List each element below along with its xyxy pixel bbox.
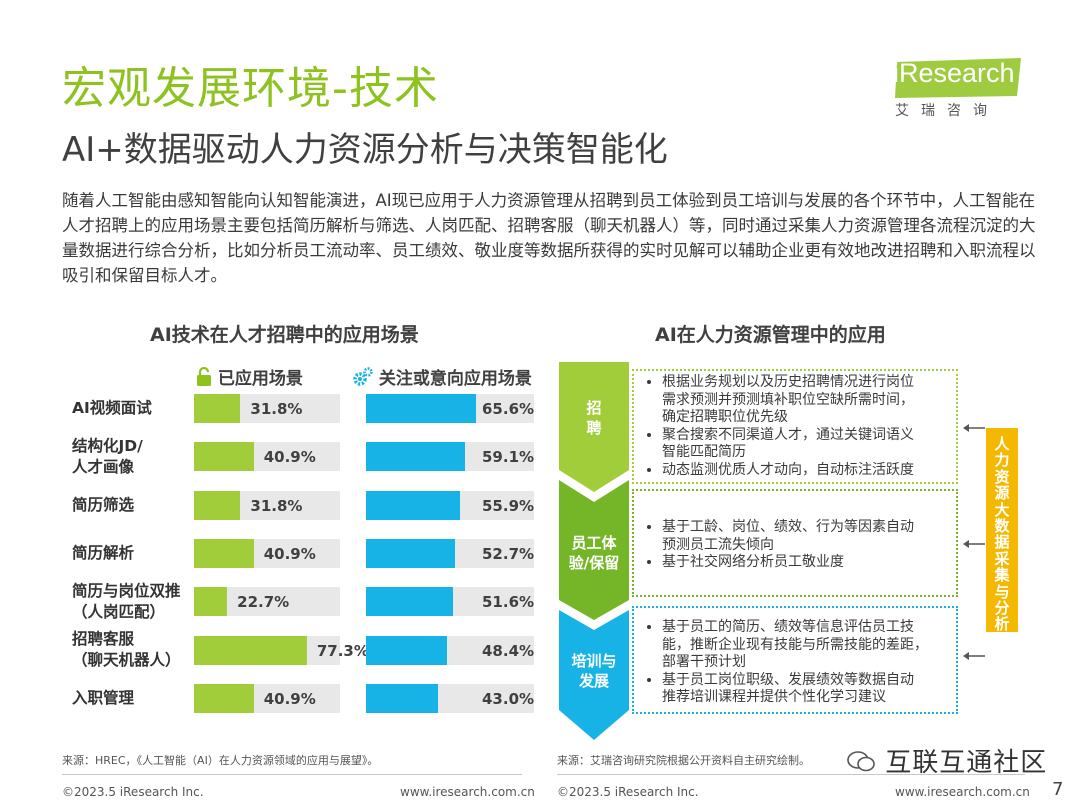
legend-interest-label: 关注或意向应用场景 [378, 369, 532, 389]
footer-copyright-left: ©2023.5 iResearch Inc. [62, 785, 204, 799]
category-label: 招聘客服 （聊天机器人） [72, 630, 181, 669]
list-item: 动态监测优质人才动向，自动标注活跃度 [662, 462, 948, 480]
bar-applied [194, 683, 254, 713]
category-label: 简历筛选 [72, 495, 135, 514]
bar-applied [194, 538, 254, 568]
bar-value-label: 40.9% [263, 689, 316, 708]
bar-applied [194, 490, 241, 520]
stage-arrow-experience [559, 480, 629, 620]
category-label: 结构化JD/人才画像 [72, 436, 143, 476]
stage-box-recruit: 根据业务规划以及历史招聘情况进行岗位需求预测并预测填补职位空缺所需时间，确定招聘… [632, 369, 958, 484]
bar-interest [366, 587, 453, 617]
page-subtitle: AI+数据驱动人力资源分析与决策智能化 [62, 130, 668, 170]
stage-arrow-recruit [559, 362, 629, 492]
bar-value-label: 43.0% [482, 689, 535, 708]
category-label: 入职管理 [72, 688, 135, 707]
logo-background-icon [895, 58, 1021, 98]
side-bar-big-data [986, 428, 1018, 632]
bar-value-label: 40.9% [263, 544, 316, 563]
bar-value-label: 55.9% [482, 496, 535, 515]
stage-label-recruit: 招 聘 [586, 399, 602, 437]
category-label: AI视频面试 [72, 399, 152, 417]
stage-label-training: 培训与 发展 [571, 652, 617, 690]
bar-applied [194, 442, 254, 472]
chat-bubble-icon [847, 751, 875, 772]
list-item: 根据业务规划以及历史招聘情况进行岗位需求预测并预测填补职位空缺所需时间，确定招聘… [662, 374, 948, 427]
bar-value-label: 52.7% [482, 544, 535, 563]
side-label-char: 集 [994, 566, 1010, 585]
page-number: 7 [1052, 779, 1064, 800]
bar-value-label: 77.3% [316, 641, 369, 660]
side-label-char: 人 [994, 435, 1010, 453]
bar-value-label: 51.6% [482, 593, 535, 612]
side-label-char: 资 [994, 467, 1010, 486]
stage-arrow-training [559, 610, 629, 740]
intro-paragraph: 随着人工智能由感知智能向认知智能演进，AI现已应用于人力资源管理从招聘到员工体验… [62, 191, 1036, 285]
list-item: 基于员工的简历、绩效等信息评估员工技能，推断企业现有技能与所需技能的差距，部署干… [662, 619, 948, 672]
side-label-char: 大 [994, 500, 1010, 519]
category-label: 简历与岗位双推 （人岗匹配） [72, 581, 181, 621]
legend-applied-label: 已应用场景 [217, 369, 303, 389]
footer-copyright-right: ©2023.5 iResearch Inc. [557, 785, 699, 799]
side-label-char: 采 [994, 549, 1010, 568]
side-label-char: 源 [994, 484, 1010, 503]
watermark-text: 互联互通社区 [885, 748, 1048, 778]
side-label-char: 据 [994, 533, 1010, 552]
watermark: 互联互通社区 [846, 742, 1047, 779]
bar-value-label: 31.8% [250, 400, 303, 418]
bar-value-label: 22.7% [237, 593, 290, 612]
footer-url-right: www.iresearch.com.cn [895, 785, 1030, 799]
footer-divider-left [62, 774, 522, 775]
right-panel-title: AI在人力资源管理中的应用 [655, 324, 886, 346]
source-left: 来源：HREC，《人工智能（AI）在人力资源领域的应用与展望》。 [62, 754, 379, 767]
gears-icon [353, 367, 373, 386]
bar-applied [194, 587, 228, 617]
left-chart-title: AI技术在人才招聘中的应用场景 [150, 324, 419, 346]
side-label-char: 分 [994, 599, 1010, 618]
side-bar-label: 人力资源大数据采集与分析 [986, 436, 1018, 633]
bar-applied [194, 394, 241, 423]
list-item: 基于社交网络分析员工敬业度 [662, 554, 948, 572]
bar-interest [366, 490, 460, 520]
source-right: 来源：艾瑞咨询研究院根据公开资料自主研究绘制。 [557, 754, 810, 767]
connector-arrows [963, 424, 985, 660]
bar-value-label: 65.6% [482, 400, 535, 418]
stage-label-experience: 员工体 验/保留 [568, 534, 620, 572]
side-label-char: 与 [994, 582, 1010, 601]
logo-text: iResearch [893, 58, 1015, 88]
bar-interest [366, 635, 448, 665]
bar-value-label: 48.4% [482, 641, 535, 660]
footer-divider-right [557, 774, 1025, 775]
bar-applied [194, 635, 307, 665]
side-label-char: 力 [994, 451, 1010, 470]
bar-value-label: 31.8% [250, 496, 303, 515]
footer-url-left: www.iresearch.com.cn [400, 785, 535, 799]
bar-interest [366, 538, 455, 568]
iresearch-logo: iResearch 艾瑞咨询 [893, 56, 1023, 126]
side-label-char: 数 [994, 517, 1010, 536]
bar-interest [366, 442, 466, 472]
page-title: 宏观发展环境-技术 [62, 63, 439, 114]
bar-interest [366, 394, 477, 423]
lock-open-icon [197, 366, 211, 386]
logo-subtext: 艾瑞咨询 [895, 103, 999, 119]
stage-arrows [559, 362, 629, 740]
legend-applied: 已应用场景 [196, 364, 303, 389]
bar-interest [366, 683, 439, 713]
bar-value-label: 40.9% [263, 448, 316, 467]
stage-box-training: 基于员工的简历、绩效等信息评估员工技能，推断企业现有技能与所需技能的差距，部署干… [632, 606, 958, 714]
bar-value-label: 59.1% [482, 448, 535, 467]
side-label-char: 析 [994, 615, 1010, 634]
category-label: 简历解析 [72, 543, 135, 562]
legend-interest: 关注或意向应用场景 [353, 364, 532, 389]
